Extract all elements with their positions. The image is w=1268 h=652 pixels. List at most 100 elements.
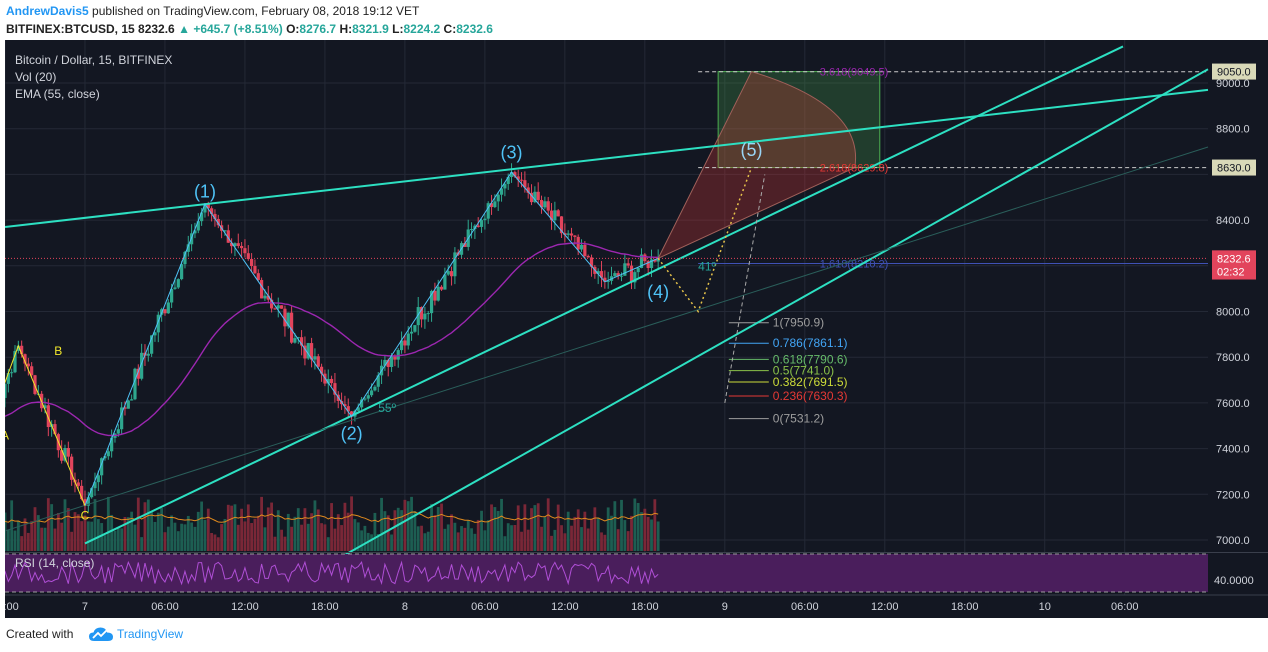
price-tag-label: 8630.0 (1217, 163, 1251, 175)
volume-bar (153, 521, 157, 551)
candle-body (100, 458, 104, 476)
candle-body (13, 350, 17, 373)
candle-body (393, 355, 397, 360)
volume-bar (540, 526, 543, 551)
candle (283, 305, 287, 337)
volume-bar (510, 525, 513, 551)
candle (216, 214, 220, 229)
candle-body (563, 233, 567, 235)
candle-body (316, 356, 320, 367)
candle (126, 399, 130, 409)
candle-body (629, 265, 634, 283)
x-tick-label: 06:00 (151, 601, 179, 613)
volume-bar (440, 503, 443, 551)
volume-bar (76, 514, 80, 551)
x-tick-label: 06:00 (791, 601, 819, 613)
price-tag: 8232.6 (1212, 250, 1256, 267)
volume-bar (33, 507, 37, 551)
candle-body (233, 243, 237, 247)
candle-body (26, 363, 30, 367)
candle (110, 429, 114, 458)
candle-body (83, 499, 87, 506)
volume-bar (336, 514, 340, 551)
candle-body (106, 451, 110, 457)
candle (316, 353, 320, 369)
volume-bar (100, 523, 104, 551)
volume-bar (290, 526, 293, 551)
candle (289, 306, 294, 344)
candle-body (489, 203, 494, 208)
target-zone (717, 71, 881, 169)
candle-body (93, 482, 97, 489)
candle-body (559, 216, 564, 234)
candle-body (429, 290, 434, 314)
candle (533, 186, 537, 204)
candle-body (596, 271, 600, 274)
candle (383, 355, 387, 371)
candle (586, 254, 590, 258)
open-label: O: (286, 22, 300, 36)
tradingview-link[interactable]: TradingView (117, 627, 184, 641)
candle (66, 441, 70, 465)
y-tick-label: 7200.0 (1216, 489, 1250, 501)
volume-bar (630, 515, 633, 551)
volume-bar (253, 518, 257, 551)
candle (399, 331, 404, 354)
candle-body (43, 405, 47, 409)
volume-bar (536, 503, 540, 551)
candle (509, 163, 514, 183)
candle (396, 348, 400, 368)
y-tick-label: 8400.0 (1216, 215, 1250, 227)
volume-bar (550, 535, 553, 551)
volume-bar (73, 512, 77, 551)
candle (163, 309, 167, 316)
volume-bar (646, 516, 650, 551)
volume-bar (146, 499, 150, 551)
candle-body (656, 258, 660, 262)
volume-bar (653, 499, 657, 551)
candle-body (433, 290, 437, 301)
angle-label: 55º (378, 401, 396, 415)
volume-bar (433, 515, 437, 551)
volume-bar (296, 508, 300, 551)
candle-body (346, 406, 350, 412)
volume-bar (10, 500, 14, 551)
candle (469, 222, 474, 239)
candle (479, 218, 484, 233)
volume-bar (156, 512, 160, 551)
volume-bar (123, 516, 127, 551)
candle-body (53, 424, 57, 435)
candle-body (383, 359, 387, 366)
wave-label: (4) (647, 282, 669, 302)
candle-body (453, 252, 457, 277)
candle-body (583, 244, 587, 256)
candle-body (173, 287, 177, 289)
author-link[interactable]: AndrewDavis5 (6, 4, 89, 18)
y-tick-label: 7000.0 (1216, 535, 1250, 547)
volume-bar (170, 515, 174, 551)
volume-bar (206, 508, 210, 551)
candle-body (240, 245, 244, 249)
volume-bar (573, 516, 577, 551)
volume-bar (393, 510, 397, 551)
volume-bar (203, 519, 207, 551)
candle-body (449, 271, 454, 277)
volume-bar (56, 512, 60, 551)
candle-body (506, 177, 510, 184)
candle (303, 336, 307, 366)
candle-body (569, 233, 574, 236)
volume-bar (453, 522, 457, 551)
lower-trendline (84, 45, 1124, 545)
candle-body (366, 395, 370, 399)
volume-bar (523, 504, 527, 551)
candle (566, 230, 570, 238)
price-chart[interactable]: 3.618(9049.5) 2.618(8629.8) 1.618(8210.2) 1… (5, 40, 1268, 618)
candle-body (543, 201, 547, 208)
candle-body (303, 345, 307, 359)
fib-retracement-label: 1(7950.9) (773, 316, 824, 330)
candle (299, 330, 304, 356)
candle-body (519, 179, 524, 181)
candle-body (256, 273, 260, 281)
candle-body (153, 332, 157, 336)
volume-bar (513, 524, 517, 551)
